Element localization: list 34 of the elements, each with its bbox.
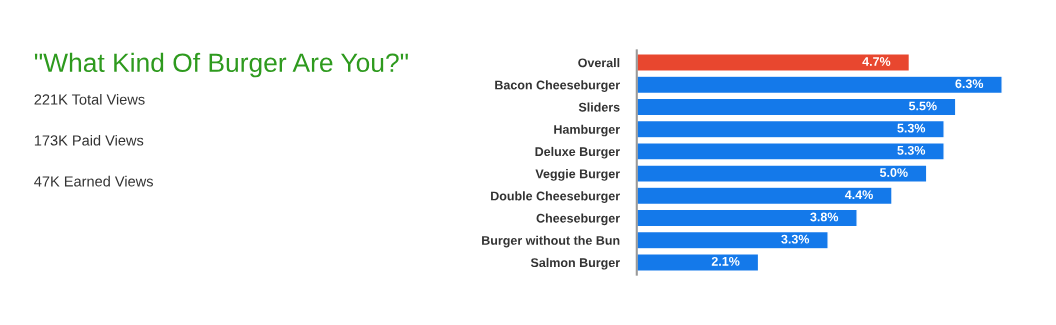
data-label: 5.5% [908,101,937,111]
data-label: 5.0% [879,168,908,177]
text: 47K Earned Views [34,175,153,187]
data-label: 5.3% [897,145,926,155]
y-tick-label: Deluxe Burger [535,146,620,159]
data-label: 3.8% [810,212,839,222]
bar [636,253,760,272]
text: "What Kind Of Burger Are You?" [34,52,408,78]
data-label: 6.3% [955,79,984,89]
y-tick-label: Salmon Burger [530,257,620,270]
bar [636,208,858,228]
bar [636,164,928,183]
y-tick-label: Overall [578,58,620,68]
y-tick-label: Veggie Burger [535,169,620,181]
bar [636,186,893,206]
bar [636,53,911,72]
bar [636,75,1003,95]
y-tick-label: Double Cheeseburger [491,191,620,203]
bar [636,142,945,161]
data-label: 3.3% [781,234,810,244]
y-tick-label: Cheeseburger [536,213,620,226]
data-label: 2.1% [711,256,740,266]
bar [636,230,829,250]
y-tick-label: Hamburger [554,124,620,137]
y-tick-label: Bacon Cheeseburger [495,80,620,92]
y-tick-label: Sliders [578,102,620,112]
bar [636,97,957,117]
bar [636,119,945,139]
data-label: 5.3% [897,123,926,133]
y-tick-label: Burger without the Bun [482,235,620,248]
text: 173K Paid Views [34,134,144,146]
text: 221K Total Views [34,93,145,105]
data-label: 4.4% [844,190,873,200]
data-label: 4.7% [862,57,891,66]
